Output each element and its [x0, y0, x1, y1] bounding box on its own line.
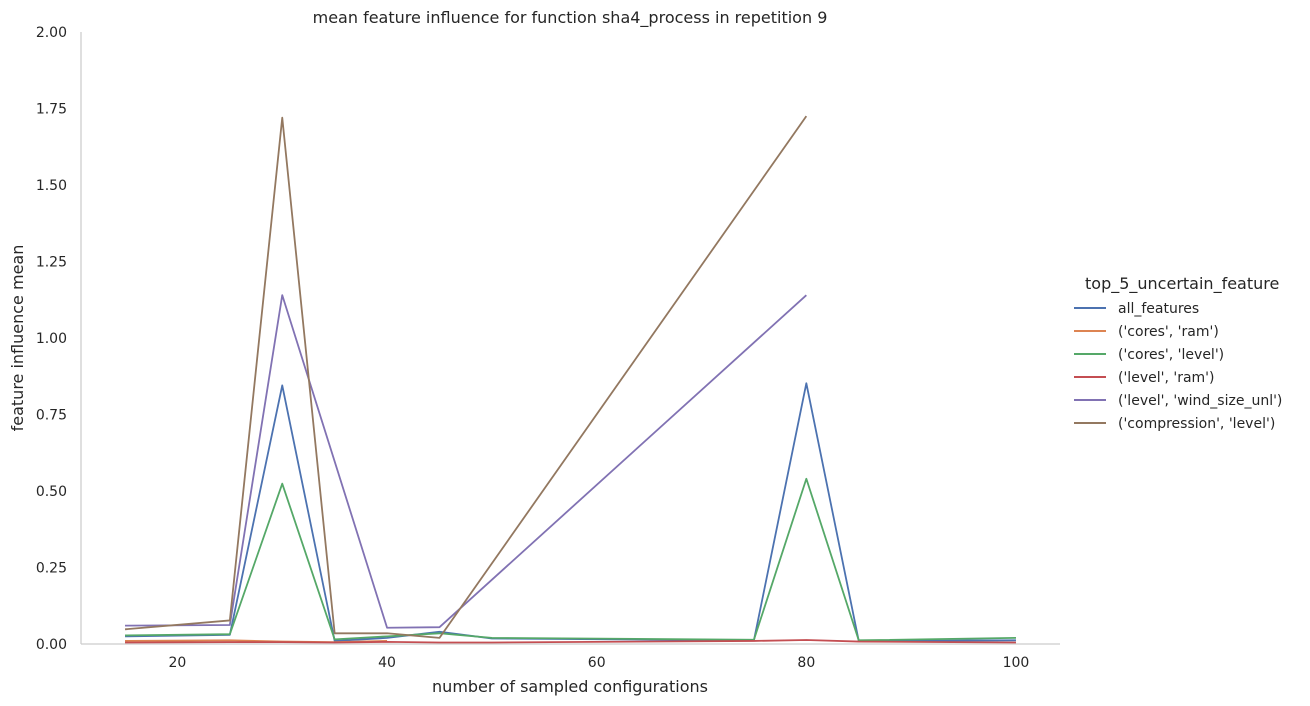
y-tick-label: 0.00	[36, 637, 67, 653]
y-tick-label: 2.00	[36, 25, 67, 41]
x-axis: 20 40 60 80 100	[81, 643, 1060, 671]
legend-label: ('cores', 'level')	[1118, 347, 1224, 363]
legend-label: ('level', 'ram')	[1118, 370, 1214, 386]
plot-area	[124, 115, 1016, 644]
y-tick-label: 0.25	[36, 561, 67, 577]
series-line-1	[125, 382, 1016, 642]
y-tick-label: 0.50	[36, 484, 67, 500]
x-tick-label: 40	[378, 655, 396, 671]
legend: top_5_uncertain_feature all_features ('co…	[1074, 274, 1282, 432]
legend-label: all_features	[1118, 301, 1199, 317]
x-tick-label: 100	[1003, 655, 1030, 671]
y-axis: 0.00 0.25 0.50 0.75 1.00 1.25 1.50 1.75 2.00	[36, 25, 82, 653]
legend-label: ('cores', 'ram')	[1118, 324, 1219, 340]
y-axis-label: feature influence mean	[8, 245, 27, 432]
x-tick-label: 60	[588, 655, 606, 671]
series-line-5	[125, 294, 807, 629]
legend-title: top_5_uncertain_feature	[1085, 274, 1279, 294]
chart-title: mean feature influence for function sha4…	[313, 8, 828, 28]
y-tick-label: 1.25	[36, 255, 67, 271]
series-line-3	[125, 477, 1016, 642]
x-axis-label: number of sampled configurations	[432, 677, 708, 696]
legend-label: ('compression', 'level')	[1118, 416, 1275, 432]
y-tick-label: 1.00	[36, 331, 67, 347]
y-tick-label: 1.50	[36, 178, 67, 194]
legend-label: ('level', 'wind_size_unl')	[1118, 393, 1282, 409]
y-tick-label: 0.75	[36, 408, 67, 424]
series-line-4	[125, 639, 1016, 644]
x-tick-label: 80	[797, 655, 815, 671]
y-tick-label: 1.75	[36, 102, 67, 118]
series-line-6	[124, 115, 808, 639]
x-tick-label: 20	[169, 655, 187, 671]
